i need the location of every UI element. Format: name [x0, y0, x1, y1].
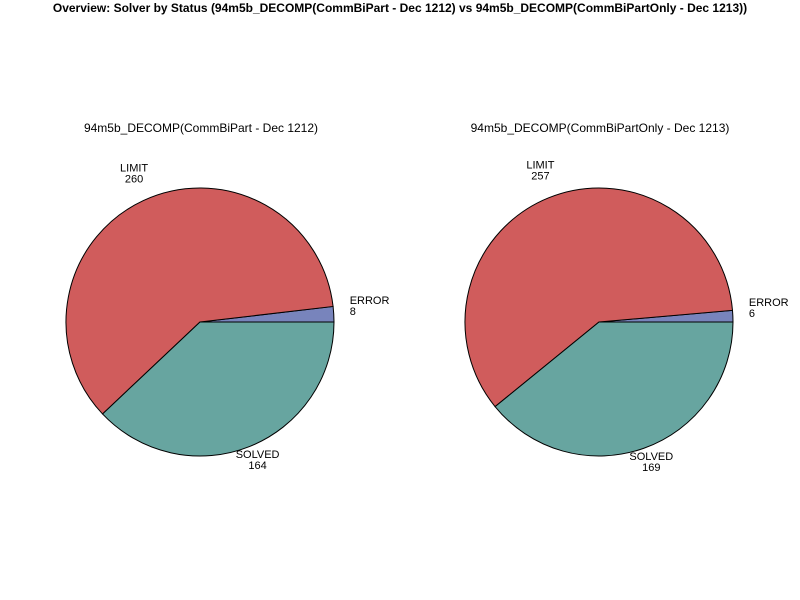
- slice-value-limit: 257: [531, 170, 549, 182]
- slice-label-error: ERROR: [350, 295, 390, 307]
- slice-label-solved: SOLVED: [629, 451, 673, 463]
- slice-label-limit: LIMIT: [526, 159, 554, 171]
- chart-title: Overview: Solver by Status (94m5b_DECOMP…: [53, 1, 747, 15]
- slice-value-solved: 169: [642, 462, 660, 474]
- pie-slice-solved: [101, 321, 335, 457]
- slice-label-limit: LIMIT: [120, 163, 148, 175]
- pie-slice-limit: [464, 187, 734, 408]
- pie-slice-solved: [494, 321, 734, 457]
- pie-title: 94m5b_DECOMP(CommBiPart - Dec 1212): [84, 121, 318, 135]
- pie-title: 94m5b_DECOMP(CommBiPartOnly - Dec 1213): [471, 121, 730, 135]
- pie-chart-left: 94m5b_DECOMP(CommBiPart - Dec 1212) ERRO…: [65, 121, 390, 472]
- pie-chart-right: 94m5b_DECOMP(CommBiPartOnly - Dec 1213) …: [464, 121, 789, 474]
- slice-value-error: 8: [350, 306, 356, 318]
- slice-label-solved: SOLVED: [236, 449, 280, 461]
- slice-value-solved: 164: [248, 460, 266, 472]
- slice-value-error: 6: [749, 308, 755, 320]
- pie-slice-limit: [65, 187, 334, 415]
- slice-label-error: ERROR: [749, 297, 789, 309]
- slice-value-limit: 260: [125, 174, 143, 186]
